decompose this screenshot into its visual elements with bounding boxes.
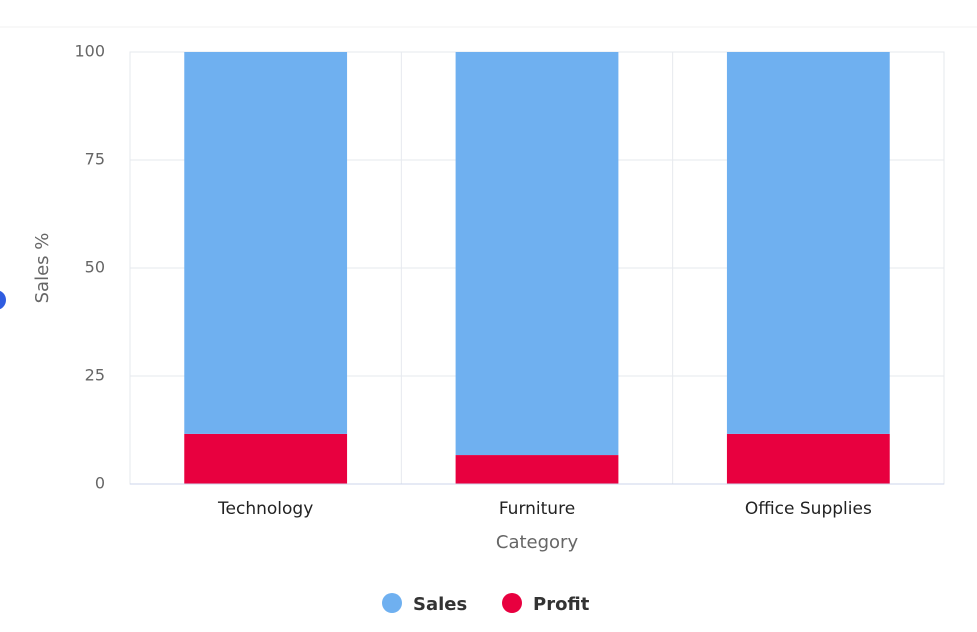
x-tick-label: Office Supplies (745, 499, 872, 519)
bar-segment (184, 52, 348, 434)
side-handle[interactable] (0, 290, 6, 310)
bar-segment (455, 455, 619, 484)
bar-segment (726, 52, 890, 434)
legend-label: Sales (413, 594, 467, 615)
y-tick-label: 75 (85, 150, 105, 169)
y-tick-label: 50 (85, 258, 105, 277)
x-tick-label: Furniture (499, 499, 575, 519)
bar-segment (726, 433, 890, 484)
y-tick-label: 25 (85, 366, 105, 385)
x-tick-label: Technology (217, 499, 313, 519)
x-axis-title: Category (496, 532, 579, 553)
legend-swatch (502, 593, 522, 613)
y-axis-title: Sales % (32, 233, 53, 304)
bar-segment (455, 52, 619, 456)
y-tick-label: 0 (95, 474, 105, 493)
bar-segment (184, 433, 348, 484)
legend-swatch (382, 593, 402, 613)
legend-label: Profit (533, 594, 590, 615)
y-tick-label: 100 (74, 42, 105, 61)
